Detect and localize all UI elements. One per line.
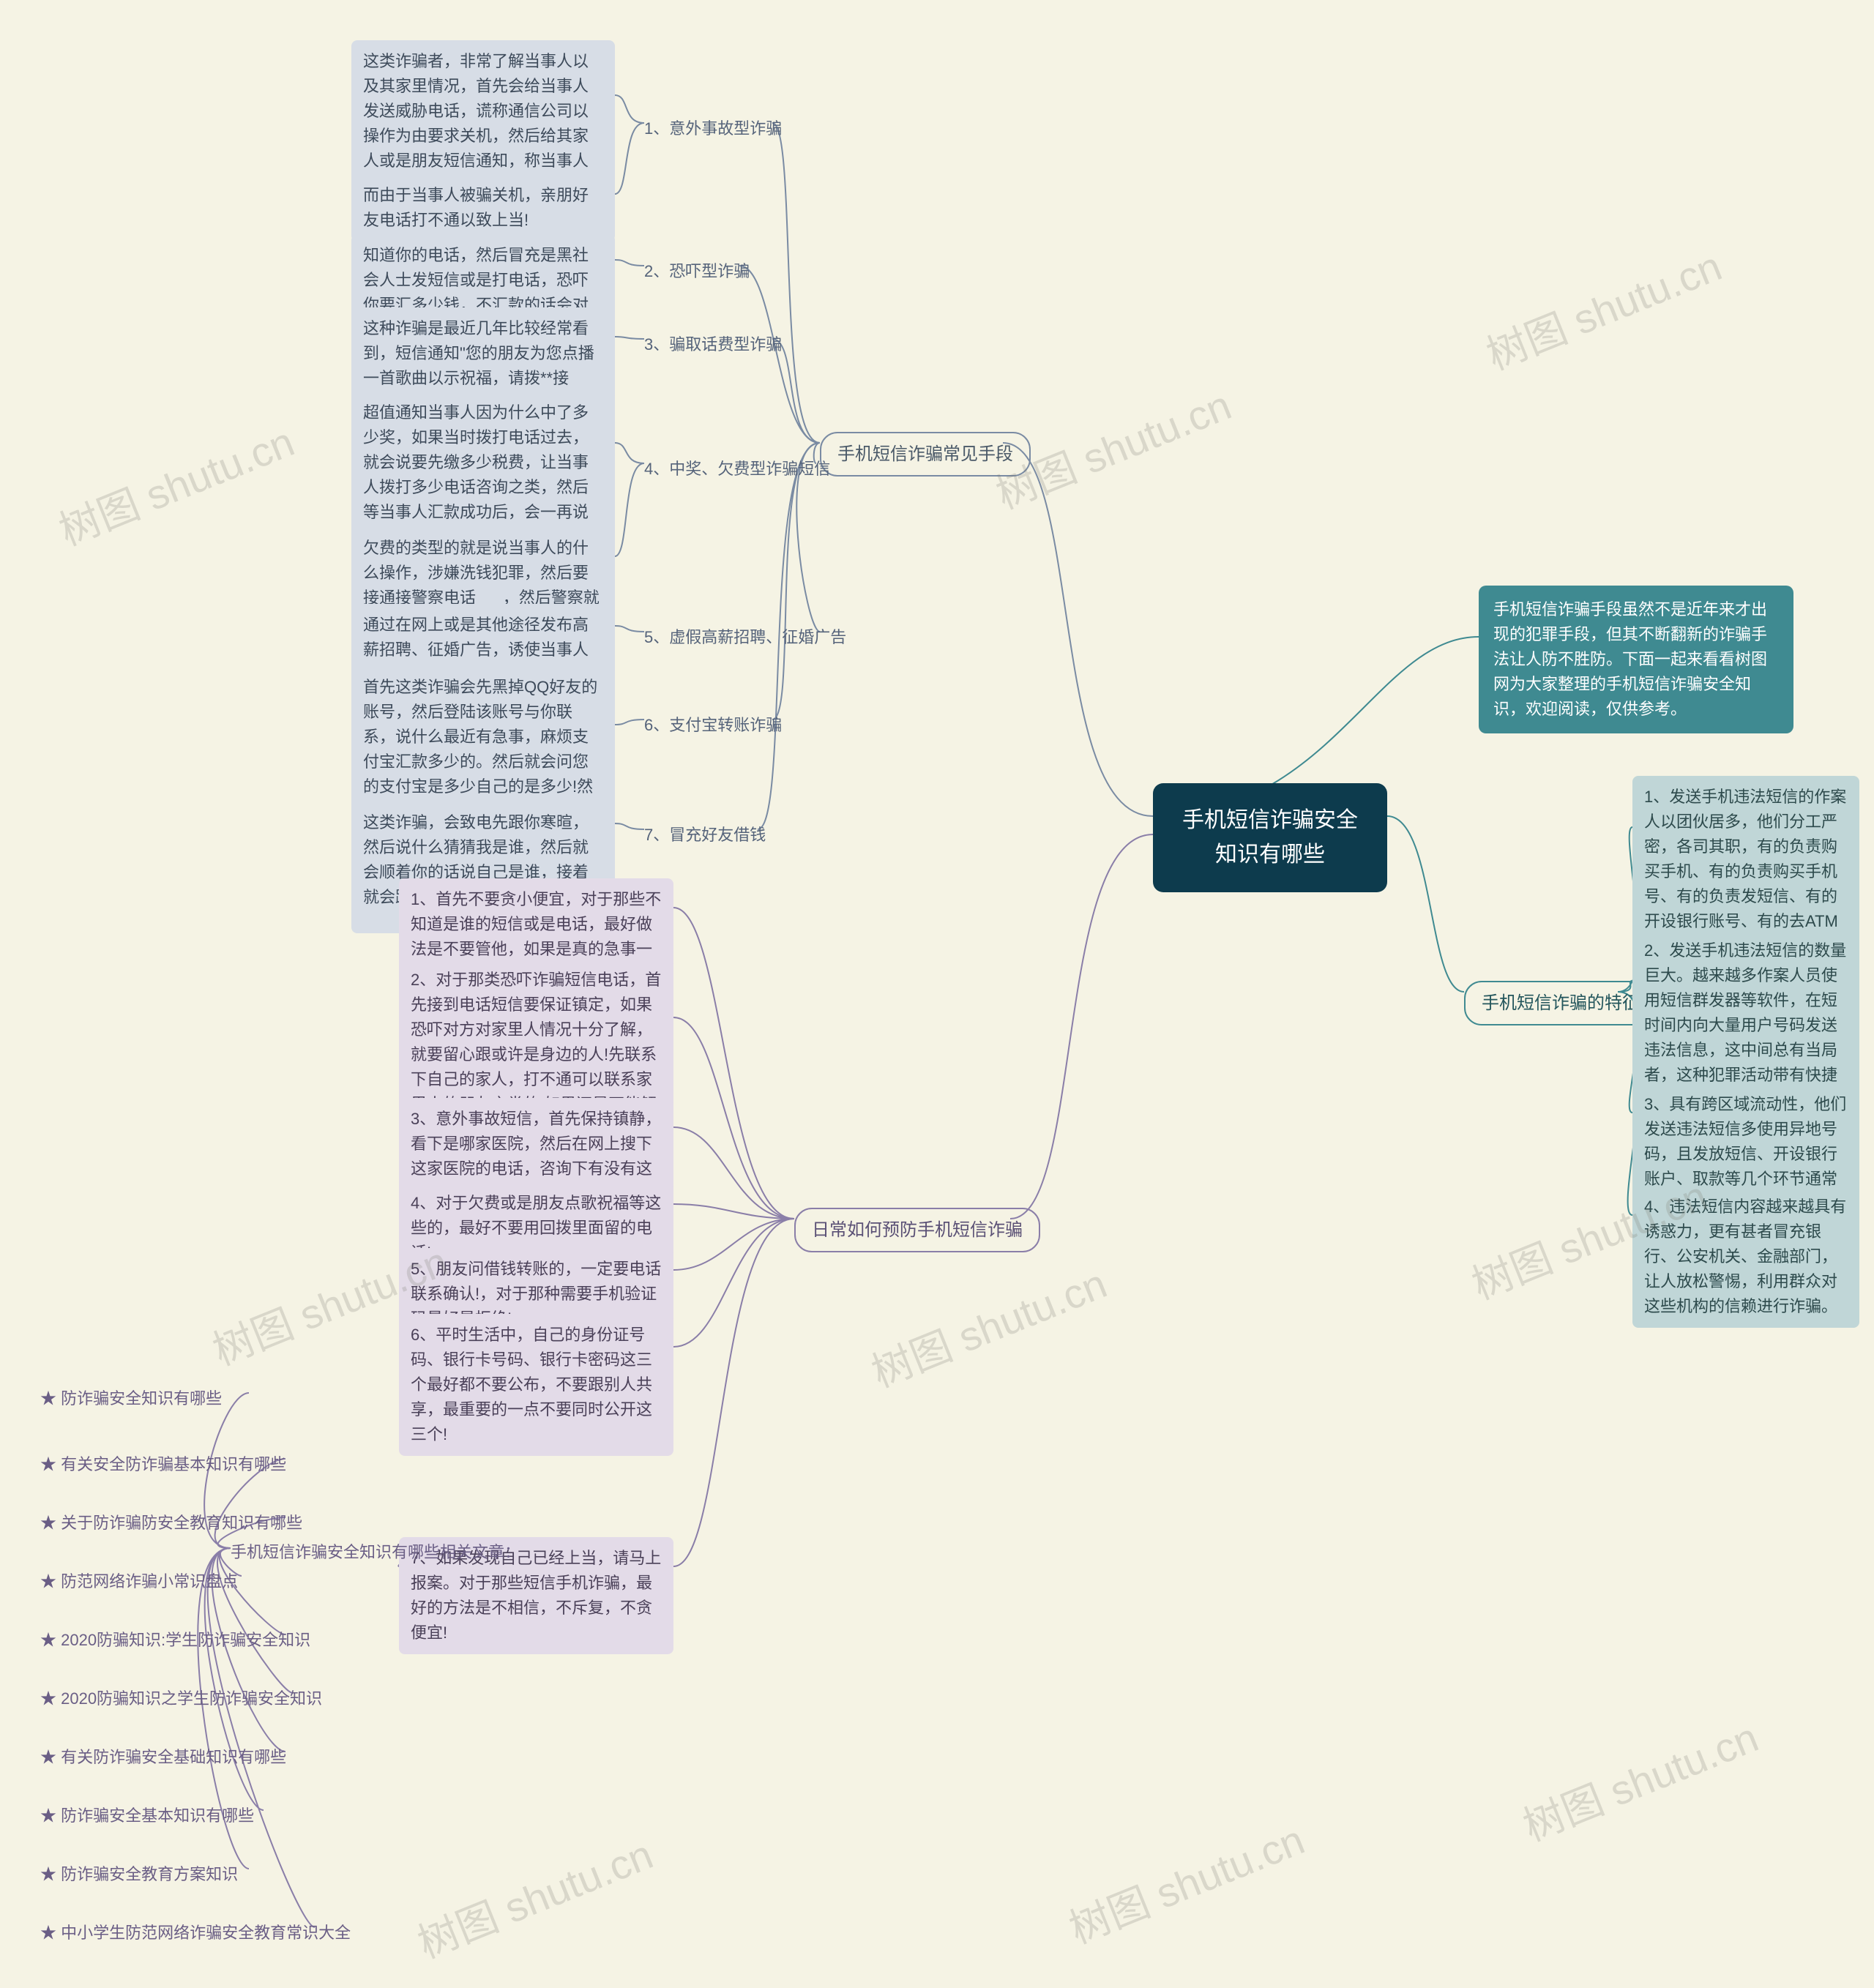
related-link-10[interactable]: ★ 中小学生防范网络诈骗安全教育常识大全 (40, 1918, 351, 1948)
related-link-9[interactable]: ★ 防诈骗安全教育方案知识 (40, 1859, 238, 1890)
related-link-2[interactable]: ★ 有关安全防诈骗基本知识有哪些 (40, 1449, 286, 1480)
related-link-4[interactable]: ★ 防范网络诈骗小常识盘点 (40, 1566, 238, 1597)
method-1-detail-2: 而由于当事人被骗关机，亲朋好友电话打不通以致上当! (351, 174, 615, 242)
root-node: 手机短信诈骗安全知识有哪些 (1153, 783, 1387, 892)
watermark: 树图 shutu.cn (1477, 233, 1729, 381)
branch-features-label: 手机短信诈骗的特征 (1482, 993, 1640, 1013)
branch-prevent-label: 日常如何预防手机短信诈骗 (812, 1220, 1023, 1240)
related-link-7[interactable]: ★ 有关防诈骗安全基础知识有哪些 (40, 1742, 286, 1773)
feature-item-4: 4、违法短信内容越来越具有诱惑力，更有甚者冒充银行、公安机关、金融部门，让人放松… (1632, 1186, 1859, 1328)
branch-features: 手机短信诈骗的特征 (1464, 981, 1657, 1025)
branch-methods-label: 手机短信诈骗常见手段 (837, 444, 1013, 464)
method-5: 5、虚假高薪招聘、征婚广告 (644, 622, 846, 653)
related-link-8[interactable]: ★ 防诈骗安全基本知识有哪些 (40, 1801, 254, 1831)
branch-methods: 手机短信诈骗常见手段 (820, 432, 1031, 477)
root-text: 手机短信诈骗安全知识有哪些 (1182, 808, 1358, 867)
branch-prevent: 日常如何预防手机短信诈骗 (794, 1208, 1040, 1252)
method-3: 3、骗取话费型诈骗 (644, 329, 782, 360)
related-articles-label: 手机短信诈骗安全知识有哪些相关文章： (231, 1537, 520, 1568)
related-link-6[interactable]: ★ 2020防骗知识之学生防诈骗安全知识 (40, 1684, 322, 1714)
related-link-5[interactable]: ★ 2020防骗知识:学生防诈骗安全知识 (40, 1625, 310, 1656)
intro-text: 手机短信诈骗手段虽然不是近年来才出现的犯罪手段，但其不断翻新的诈骗手法让人防不胜… (1493, 600, 1767, 718)
watermark: 树图 shutu.cn (862, 1251, 1114, 1399)
method-7: 7、冒充好友借钱 (644, 820, 766, 851)
prevent-item-6: 6、平时生活中，自己的身份证号码、银行卡号码、银行卡密码这三个最好都不要公布，不… (399, 1314, 673, 1456)
related-link-3[interactable]: ★ 关于防诈骗防安全教育知识有哪些 (40, 1508, 302, 1539)
watermark: 树图 shutu.cn (1513, 1705, 1766, 1853)
method-6: 6、支付宝转账诈骗 (644, 710, 782, 741)
watermark: 树图 shutu.cn (408, 1822, 660, 1970)
method-4: 4、中奖、欠费型诈骗短信 (644, 454, 830, 485)
watermark: 树图 shutu.cn (1059, 1807, 1312, 1955)
watermark: 树图 shutu.cn (49, 409, 302, 557)
method-1: 1、意外事故型诈骗 (644, 113, 782, 144)
intro-node: 手机短信诈骗手段虽然不是近年来才出现的犯罪手段，但其不断翻新的诈骗手法让人防不胜… (1479, 586, 1793, 733)
method-2: 2、恐吓型诈骗 (644, 256, 750, 287)
related-link-1[interactable]: ★ 防诈骗安全知识有哪些 (40, 1383, 222, 1414)
